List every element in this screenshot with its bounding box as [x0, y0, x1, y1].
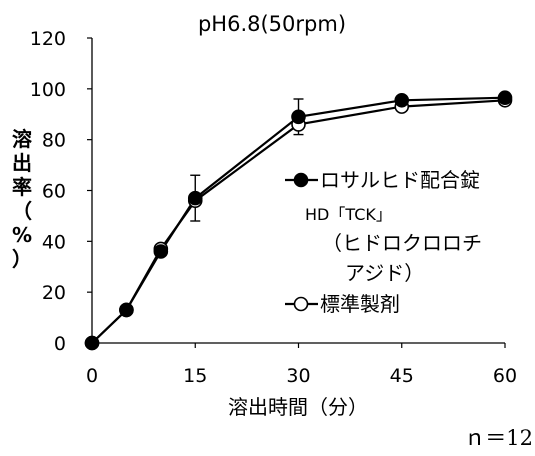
x-tick-label: 0	[86, 365, 98, 387]
y-axis-label: 溶出率（%）	[12, 127, 32, 271]
sample-size-note: ｎ＝12	[464, 426, 533, 450]
y-tick-label: 60	[42, 181, 66, 203]
y-tick-label: 120	[30, 28, 66, 50]
y-tick-label: 40	[42, 231, 66, 253]
legend-label-1-line-4: アジド）	[345, 261, 424, 285]
y-tick-label: 20	[42, 282, 66, 304]
y-axis-label-char: %	[12, 223, 32, 247]
legend-label-1-line-3: （ヒドロクロロチ	[322, 231, 482, 255]
x-tick-label: 15	[183, 365, 207, 387]
legend-marker-open	[293, 296, 309, 312]
x-tick-label: 30	[286, 365, 310, 387]
filled-point	[187, 190, 203, 206]
y-axis-label-char: 溶	[12, 127, 32, 151]
chart-labels: pH6.8(50rpm) 溶出時間（分） 溶出率（%） ｎ＝12	[12, 12, 533, 450]
error-bars	[190, 98, 304, 222]
legend-marker-filled	[293, 172, 309, 188]
axes	[87, 37, 506, 348]
y-axis-label-char: （	[12, 199, 32, 223]
tick-labels: 0 20 40 60 80 100 120 0 15 30 45 60	[30, 28, 517, 387]
filled-point	[153, 244, 169, 259]
filled-point	[497, 90, 513, 106]
legend-label-1-line-2: HD「TCK」	[305, 205, 392, 224]
x-tick-label: 60	[493, 365, 517, 387]
filled-point	[394, 92, 410, 108]
filled-point	[119, 302, 134, 318]
y-tick-label: 80	[42, 130, 66, 152]
y-axis-label-char: 出	[12, 151, 32, 175]
x-tick-label: 45	[390, 365, 414, 387]
y-axis-label-char: ）	[12, 247, 32, 271]
filled-point	[291, 109, 306, 125]
data-points	[84, 90, 513, 351]
y-axis-label-char: 率	[12, 175, 32, 199]
y-tick-label: 100	[30, 79, 66, 101]
legend-label-2: 標準製剤	[320, 292, 400, 316]
legend-label-1-line-1: ロサルヒド配合錠	[320, 168, 480, 192]
chart-title: pH6.8(50rpm)	[198, 12, 346, 36]
y-tick-label: 0	[54, 333, 66, 355]
x-axis-label: 溶出時間（分）	[228, 395, 368, 419]
filled-point	[84, 335, 100, 351]
